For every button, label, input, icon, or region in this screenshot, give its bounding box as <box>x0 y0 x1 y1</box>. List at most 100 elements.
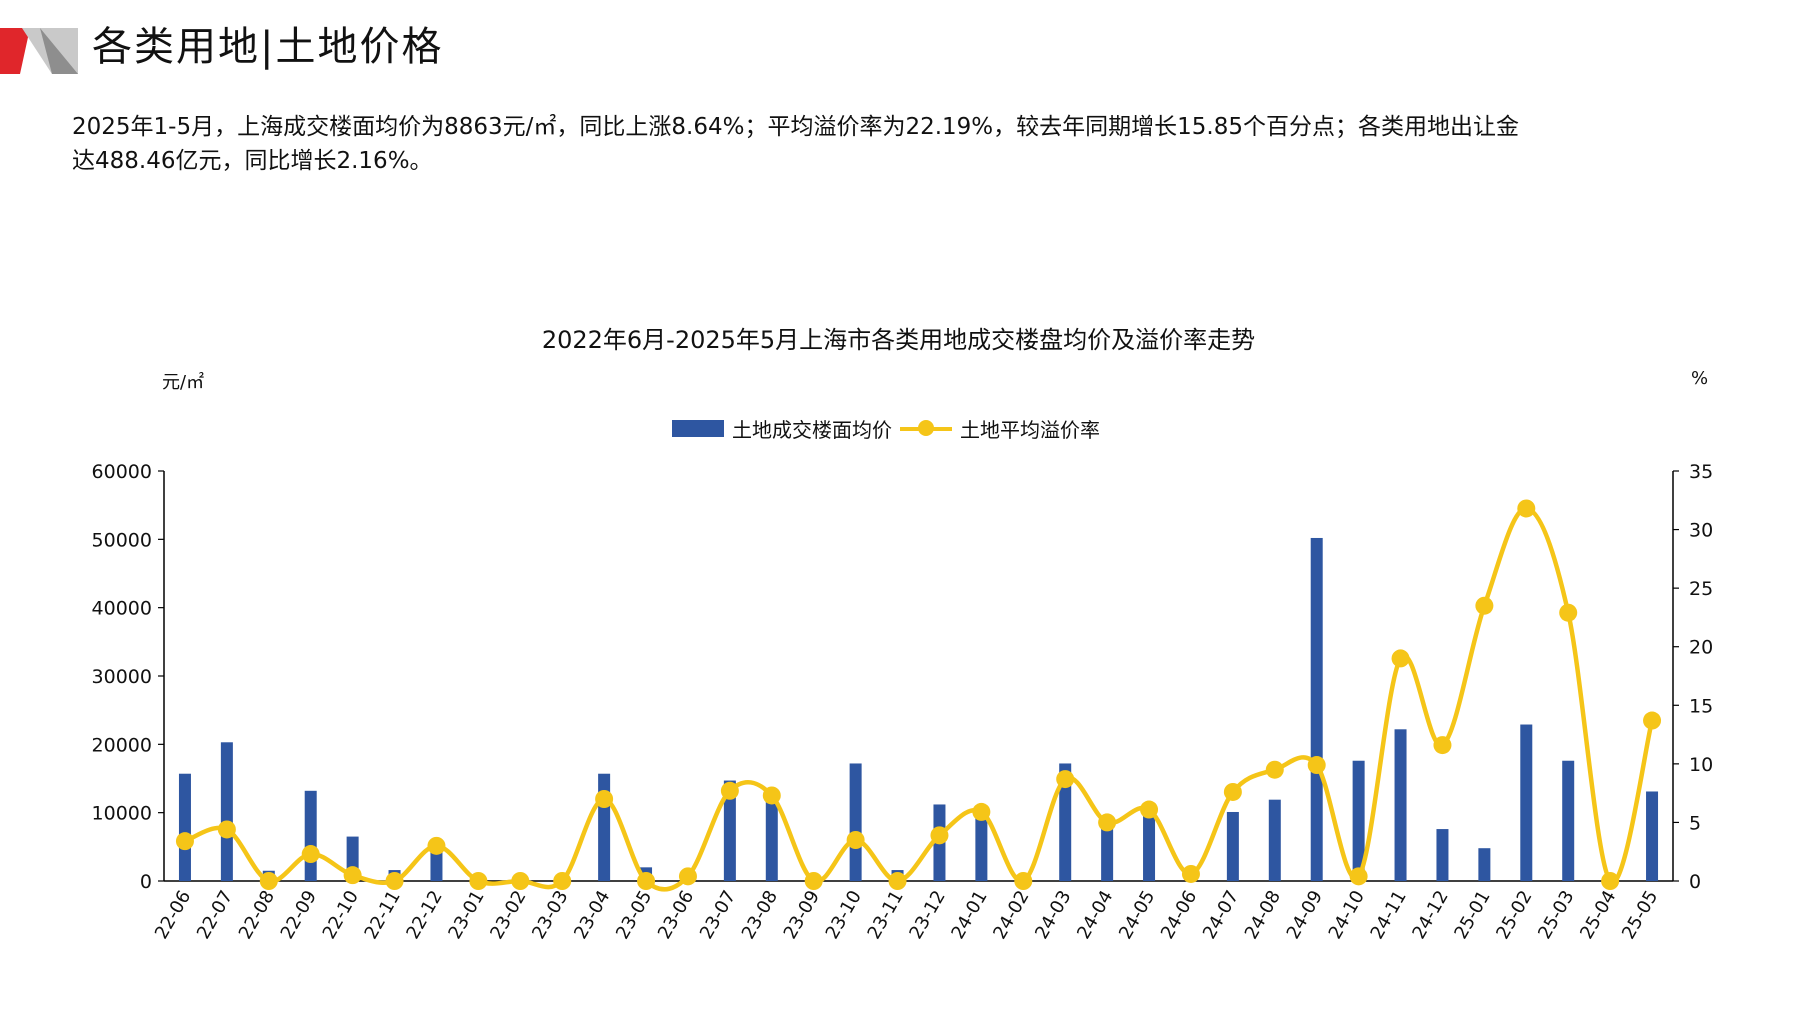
legend-item-bar: 土地成交楼面均价 <box>672 414 892 443</box>
left-tick-label: 30000 <box>92 666 152 688</box>
chart-axes: 0 10000 20000 30000 40000 50000 60000 0 5 10 15 20 2… <box>92 461 1714 893</box>
bar-25-01 <box>1478 848 1491 881</box>
point-23-10 <box>846 831 865 849</box>
left-tick-label: 0 <box>140 871 152 893</box>
x-tick-label: 24-12 <box>1408 887 1452 943</box>
point-24-08 <box>1265 760 1284 779</box>
page-title: 各类用地|土地价格 <box>92 24 444 70</box>
bar-24-11 <box>1394 729 1407 881</box>
point-23-09 <box>804 872 823 890</box>
point-23-11 <box>888 872 907 890</box>
point-23-01 <box>469 872 488 890</box>
bar-22-06 <box>178 773 191 881</box>
bar-23-07 <box>723 780 736 881</box>
x-tick-label: 24-10 <box>1325 887 1369 943</box>
right-tick-label: 25 <box>1689 578 1713 600</box>
x-tick-label: 23-05 <box>612 887 656 943</box>
x-tick-label: 24-05 <box>1115 887 1159 943</box>
x-tick-label: 23-03 <box>528 887 572 943</box>
bar-series <box>178 537 1659 881</box>
point-23-05 <box>637 872 656 890</box>
bar-24-07 <box>1226 811 1239 881</box>
x-tick-label: 23-12 <box>905 887 949 943</box>
point-22-10 <box>343 866 362 885</box>
point-25-03 <box>1559 603 1578 622</box>
x-tick-label: 24-11 <box>1367 887 1411 943</box>
x-tick-label: 24-09 <box>1283 887 1327 943</box>
bar-24-03 <box>1059 763 1072 881</box>
chart-legend: 土地成交楼面均价 土地平均溢价率 <box>672 414 1108 443</box>
x-tick-label: 24-04 <box>1073 887 1117 943</box>
point-25-05 <box>1643 711 1662 730</box>
right-tick-label: 35 <box>1689 461 1713 483</box>
x-tick-label: 22-10 <box>319 887 363 943</box>
left-axis-unit: 元/㎡ <box>162 372 205 393</box>
x-tick-label: 24-06 <box>1157 887 1201 943</box>
left-tick-label: 20000 <box>92 734 152 756</box>
x-tick-label: 22-06 <box>151 887 195 943</box>
x-tick-label: 23-11 <box>864 887 908 943</box>
point-24-11 <box>1391 649 1410 668</box>
legend-line-swatch <box>900 420 952 437</box>
right-tick-label: 5 <box>1689 812 1701 834</box>
point-24-12 <box>1433 736 1452 755</box>
x-tick-label: 23-06 <box>654 887 698 943</box>
bar-25-05 <box>1646 791 1659 881</box>
right-tick-label: 10 <box>1689 754 1713 776</box>
point-22-08 <box>259 872 278 890</box>
point-24-10 <box>1349 867 1368 886</box>
chart-title: 2022年6月-2025年5月上海市各类用地成交楼盘均价及溢价率走势 <box>541 326 1256 354</box>
bar-25-03 <box>1562 760 1575 881</box>
x-tick-label: 23-09 <box>780 887 824 943</box>
point-23-12 <box>930 826 949 845</box>
bar-24-10 <box>1352 760 1365 881</box>
x-tick-label: 22-12 <box>402 887 446 943</box>
x-tick-label: 23-10 <box>822 887 866 943</box>
point-22-07 <box>217 820 236 839</box>
x-tick-label: 24-07 <box>1199 887 1243 943</box>
x-tick-label: 25-05 <box>1618 887 1662 943</box>
point-24-07 <box>1223 782 1242 801</box>
point-23-04 <box>595 790 614 808</box>
legend-bar-label: 土地成交楼面均价 <box>732 418 892 442</box>
bar-22-12 <box>430 850 443 881</box>
bar-22-07 <box>220 742 233 881</box>
x-axis-ticks: 22-0622-0722-0822-0922-1022-1122-1223-01… <box>151 887 1662 943</box>
bar-25-02 <box>1520 724 1533 881</box>
point-23-07 <box>720 781 739 800</box>
summary-line-2: 达488.46亿元，同比增长2.16%。 <box>72 148 433 174</box>
legend-item-line: 土地平均溢价率 <box>900 414 1100 443</box>
right-axis-unit: % <box>1691 368 1709 389</box>
bar-24-09 <box>1310 537 1323 881</box>
line-series <box>175 499 1662 892</box>
bar-24-12 <box>1436 829 1449 881</box>
accent-red-shape <box>0 28 30 74</box>
x-tick-label: 23-04 <box>570 887 614 943</box>
point-24-06 <box>1181 864 1200 883</box>
x-tick-label: 25-01 <box>1450 887 1494 943</box>
bar-23-10 <box>849 763 862 881</box>
bar-24-05 <box>1143 814 1156 881</box>
right-tick-label: 15 <box>1689 695 1713 717</box>
point-24-04 <box>1098 813 1117 832</box>
left-tick-label: 40000 <box>92 598 152 620</box>
bar-23-04 <box>598 773 611 881</box>
point-23-08 <box>762 786 781 805</box>
summary-paragraph: 2025年1-5月，上海成交楼面均价为8863元/㎡，同比上涨8.64%；平均溢… <box>72 110 1732 178</box>
point-24-02 <box>1014 872 1033 890</box>
left-tick-label: 50000 <box>92 529 152 551</box>
legend-bar-swatch <box>672 420 724 437</box>
premium-rate-line <box>184 506 1655 892</box>
x-tick-label: 23-01 <box>444 887 488 943</box>
point-24-03 <box>1056 770 1075 789</box>
x-tick-label: 22-11 <box>361 887 405 943</box>
right-tick-label: 20 <box>1689 637 1713 659</box>
left-tick-label: 10000 <box>92 803 152 825</box>
x-tick-label: 25-03 <box>1534 887 1578 943</box>
x-tick-label: 24-02 <box>989 887 1033 943</box>
x-tick-label: 24-03 <box>1031 887 1075 943</box>
x-tick-label: 24-01 <box>947 887 991 943</box>
bar-24-01 <box>975 814 988 881</box>
x-tick-label: 25-04 <box>1576 887 1620 943</box>
